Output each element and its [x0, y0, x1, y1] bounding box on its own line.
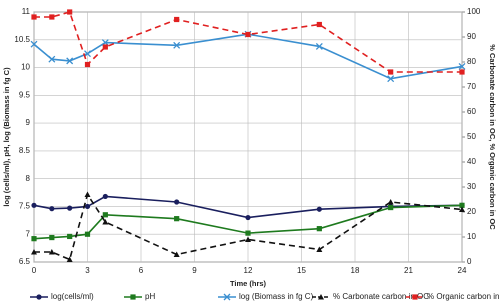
- marker: [67, 233, 73, 240]
- marker: [223, 293, 231, 301]
- legend-label: log (Biomass in fg C): [239, 292, 314, 301]
- marker: [316, 21, 322, 28]
- marker: [245, 236, 251, 242]
- y2-tick-label: 10: [467, 232, 476, 241]
- marker: [48, 55, 56, 63]
- x-tick-label: 6: [139, 266, 144, 275]
- y-tick-label: 8.5: [19, 146, 31, 155]
- x-tick-label: 0: [32, 266, 37, 275]
- marker: [84, 191, 91, 197]
- y2-tick-label: 80: [467, 57, 476, 66]
- y2-tick-label: 20: [467, 207, 476, 216]
- marker: [49, 234, 55, 241]
- x-tick-label: 18: [351, 266, 360, 275]
- series-line: [33, 204, 463, 240]
- marker: [173, 41, 181, 49]
- y2-tick-label: 0: [467, 257, 472, 266]
- marker: [316, 206, 322, 212]
- series-line: [34, 192, 463, 261]
- y-tick-label: 6.5: [19, 257, 31, 266]
- x-tick-label: 24: [458, 266, 467, 275]
- x-tick-label: 9: [192, 266, 197, 275]
- marker: [102, 193, 108, 200]
- y-tick-label: 7.5: [19, 202, 31, 211]
- y2-axis-label: % Carbonate carbon in OC, % Organic carb…: [488, 44, 497, 230]
- marker: [31, 236, 37, 242]
- marker: [459, 206, 465, 212]
- y2-tick-label: 60: [467, 107, 476, 116]
- marker: [102, 212, 108, 218]
- marker: [84, 231, 91, 237]
- marker: [245, 230, 251, 236]
- marker: [67, 205, 73, 211]
- marker: [459, 69, 465, 75]
- marker: [387, 199, 394, 205]
- x-tick-label: 21: [404, 266, 413, 275]
- y-tick-label: 9.5: [19, 90, 31, 99]
- legend-label: % Organic carbon in OC: [427, 292, 500, 301]
- legend-label: log(cells/ml): [51, 292, 94, 301]
- y-tick-label: 7: [26, 229, 31, 238]
- marker: [459, 202, 465, 208]
- marker: [48, 249, 55, 255]
- marker: [174, 16, 180, 23]
- marker: [30, 40, 38, 48]
- marker: [173, 251, 180, 257]
- marker: [316, 246, 323, 252]
- x-tick-label: 3: [85, 266, 90, 275]
- marker: [458, 62, 466, 70]
- y-axis-label: log (cells/ml), pH, log (Biomass in fg C…: [2, 67, 11, 207]
- legend-label: % Carbonate carbon in OC: [333, 292, 429, 301]
- marker: [84, 61, 91, 68]
- marker: [318, 294, 324, 300]
- series-line: [33, 195, 463, 219]
- marker: [316, 226, 322, 232]
- y2-tick-label: 100: [467, 7, 481, 16]
- marker: [412, 294, 418, 300]
- marker: [84, 50, 91, 58]
- y-tick-label: 10: [21, 63, 30, 72]
- series-line: [33, 33, 463, 80]
- y2-tick-label: 50: [467, 132, 476, 141]
- marker: [388, 204, 394, 211]
- marker: [31, 202, 37, 208]
- marker: [67, 9, 73, 15]
- marker: [31, 249, 37, 255]
- marker: [36, 294, 42, 300]
- legend-label: pH: [145, 292, 155, 301]
- marker: [66, 57, 74, 65]
- marker: [245, 214, 251, 221]
- y2-tick-label: 70: [467, 82, 476, 91]
- marker: [174, 216, 180, 222]
- y2-tick-label: 90: [467, 32, 476, 41]
- y-tick-label: 10.5: [14, 35, 30, 44]
- marker: [174, 199, 180, 205]
- y-tick-label: 11: [22, 7, 31, 16]
- x-tick-label: 15: [297, 266, 306, 275]
- marker: [49, 206, 55, 212]
- marker: [387, 75, 395, 83]
- marker: [388, 69, 394, 75]
- x-tick-label: 12: [244, 266, 253, 275]
- marker: [49, 14, 55, 20]
- marker: [130, 294, 136, 300]
- marker: [245, 31, 251, 38]
- series-line: [34, 11, 462, 73]
- marker: [102, 219, 109, 225]
- marker: [66, 256, 73, 262]
- marker: [84, 203, 91, 210]
- x-axis-label: Time (hrs): [230, 279, 267, 288]
- marker: [31, 14, 37, 20]
- y-tick-label: 8: [26, 174, 31, 183]
- marker: [315, 42, 323, 50]
- y-tick-label: 9: [26, 118, 31, 127]
- marker: [102, 44, 108, 50]
- y2-tick-label: 30: [467, 182, 476, 191]
- y2-tick-label: 40: [467, 157, 476, 166]
